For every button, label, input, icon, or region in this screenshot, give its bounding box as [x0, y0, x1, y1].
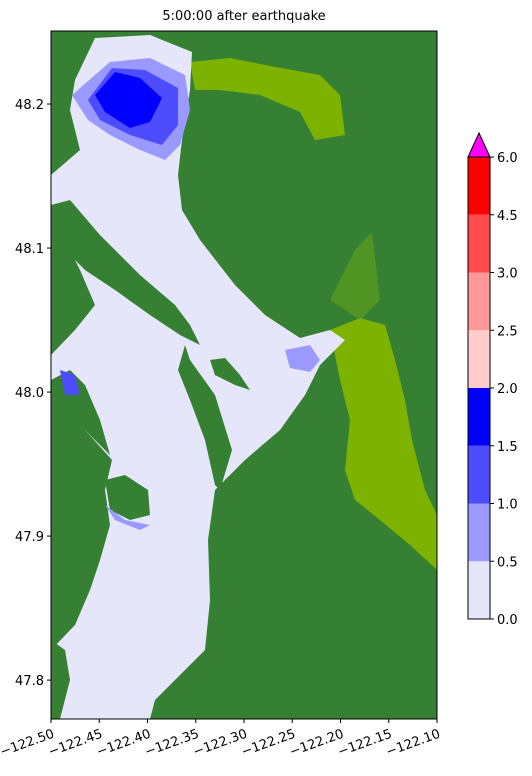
x-tick-label: −122.50	[0, 727, 56, 760]
inundation-shallow	[285, 345, 320, 372]
colorbar-segment	[468, 157, 490, 215]
x-tick-label: −122.25	[239, 727, 297, 760]
island	[178, 345, 232, 490]
colorbar-tick-label: 1.0	[497, 498, 518, 513]
x-tick-label: −122.35	[143, 727, 201, 760]
tideflat	[190, 58, 345, 140]
colorbar-extend	[467, 131, 491, 158]
island	[210, 358, 250, 390]
x-tick-label: −122.40	[95, 727, 153, 760]
colorbar-tick-label: 0.5	[497, 555, 518, 570]
y-tick-label: 48.2	[15, 98, 44, 113]
peninsula	[51, 640, 70, 719]
y-tick-label: 47.9	[15, 530, 44, 545]
y-tick-label: 48.0	[15, 386, 44, 401]
colorbar-tick-label: 3.0	[497, 267, 518, 282]
delta	[330, 318, 437, 570]
colorbar-tick-label: 4.5	[497, 209, 518, 224]
colorbar-segment	[468, 561, 490, 619]
colorbar-segment	[468, 330, 490, 388]
colorbar-segment	[468, 272, 490, 331]
colorbar-tick-label: 2.5	[497, 324, 518, 339]
colorbar-tick-label: 2.0	[497, 382, 518, 397]
island	[105, 475, 150, 520]
y-tick-label: 48.1	[15, 242, 44, 257]
x-tick-label: −122.15	[336, 727, 394, 760]
x-tick-label: −122.20	[288, 727, 346, 760]
colorbar-segment	[468, 388, 490, 446]
x-tick-label: −122.45	[46, 727, 104, 760]
colorbar-segment	[468, 214, 490, 273]
colorbar-tick-label: 0.0	[497, 613, 518, 628]
colorbar-segment	[468, 445, 490, 504]
chart-title: 5:00:00 after earthquake	[162, 9, 325, 24]
inundation-shallow	[105, 505, 150, 530]
inundation-deep	[95, 72, 162, 128]
colorbar-tick-label: 6.0	[497, 151, 518, 166]
y-tick-label: 47.8	[15, 674, 44, 689]
delta-upland	[330, 232, 380, 320]
island	[51, 200, 200, 345]
colorbar-segment	[468, 503, 490, 562]
map	[51, 31, 437, 719]
x-tick-label: −122.10	[384, 727, 442, 760]
x-tick-label: −122.30	[191, 727, 249, 760]
colorbar-tick-label: 1.5	[497, 440, 518, 455]
inundation-medium	[60, 370, 80, 395]
